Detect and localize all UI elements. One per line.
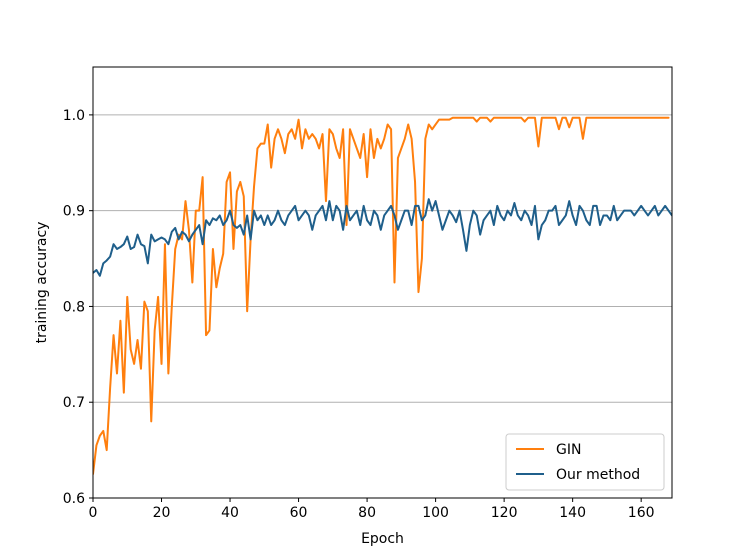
y-tick-label: 0.9	[63, 204, 85, 220]
y-axis-label: training accuracy	[34, 222, 50, 344]
plot-lines	[93, 116, 672, 476]
x-axis-label: Epoch	[361, 531, 404, 547]
y-axis-ticks: 0.6 0.7 0.8 0.9 1.0	[63, 108, 93, 507]
x-tick-label: 60	[290, 505, 308, 521]
series-line-gin	[93, 116, 670, 476]
x-tick-label: 140	[559, 505, 586, 521]
legend-label: Our method	[556, 467, 640, 483]
y-tick-label: 0.6	[63, 491, 85, 507]
x-tick-label: 0	[89, 505, 98, 521]
y-tick-label: 0.8	[63, 299, 85, 315]
y-tick-label: 1.0	[63, 108, 85, 124]
series-line-our-method	[93, 198, 672, 277]
y-tick-label: 0.7	[63, 395, 85, 411]
x-tick-label: 80	[358, 505, 376, 521]
x-tick-label: 100	[422, 505, 449, 521]
plot-frame	[92, 66, 673, 499]
x-tick-label: 40	[221, 505, 239, 521]
x-tick-label: 160	[628, 505, 655, 521]
legend-box	[505, 433, 665, 491]
x-axis-ticks: 0 20 40 60 80 100 120 140 160	[89, 498, 655, 521]
x-tick-label: 20	[153, 505, 171, 521]
legend: GIN Our method	[505, 433, 665, 491]
legend-label: GIN	[556, 442, 581, 458]
x-tick-label: 120	[491, 505, 518, 521]
